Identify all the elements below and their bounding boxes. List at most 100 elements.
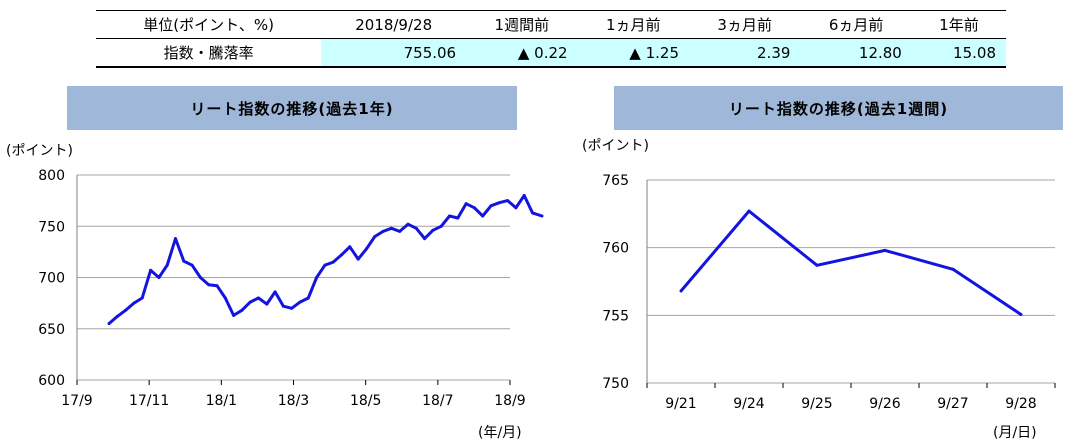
- data-point: [290, 306, 294, 310]
- y-tick-label: 650: [38, 322, 65, 338]
- y-tick-label: 750: [602, 376, 629, 392]
- data-point: [340, 253, 343, 257]
- data-point: [165, 263, 169, 267]
- index-line: [679, 209, 1022, 316]
- data-point: [315, 276, 319, 279]
- data-point: [298, 300, 302, 304]
- data-point: [497, 201, 501, 205]
- one-week-header: 1週間前: [494, 16, 550, 34]
- data-point: [464, 202, 468, 206]
- summary-data-row: 指数・騰落率 755.06 ▲ 0.22 ▲ 1.25 2.39 12.80 1…: [96, 38, 1006, 67]
- row-label: 指数・騰落率: [96, 38, 322, 67]
- data-point: [124, 308, 128, 312]
- data-point: [448, 214, 451, 218]
- x-tick-label: 9/27: [937, 396, 968, 412]
- one-month-header: 1ヵ月前: [605, 16, 661, 34]
- x-tick-label: 18/9: [494, 393, 525, 409]
- data-point: [356, 257, 360, 261]
- data-point: [273, 290, 277, 294]
- data-point: [140, 296, 144, 300]
- data-point: [107, 322, 111, 326]
- data-point: [423, 237, 427, 241]
- data-point: [207, 283, 211, 287]
- x-tick-label: 18/7: [422, 393, 453, 409]
- x-axis-label: (年/月): [478, 425, 522, 441]
- x-tick-label: 9/26: [869, 396, 901, 412]
- data-point: [115, 314, 119, 318]
- summary-table: 単位(ポイント、%) 2018/9/28 1週間前 1ヵ月前 3ヵ月前 6ヵ月前…: [96, 10, 1006, 68]
- data-point: [348, 245, 352, 249]
- y-tick-label: 600: [38, 373, 65, 389]
- y-tick-label: 760: [602, 241, 629, 257]
- data-point: [439, 224, 443, 228]
- data-point: [257, 296, 260, 300]
- three-month-change-cell: 2.39: [688, 38, 801, 67]
- data-point: [398, 229, 402, 233]
- data-point: [149, 268, 153, 272]
- data-point: [747, 209, 751, 213]
- x-tick-label: 17/9: [61, 393, 92, 409]
- data-point: [232, 313, 236, 317]
- one-month-change-cell: ▲ 1.25: [577, 38, 689, 67]
- data-point: [265, 302, 269, 306]
- y-tick-label: 750: [38, 219, 65, 235]
- one-week-change-cell: ▲ 0.22: [466, 38, 578, 67]
- data-point: [215, 284, 219, 288]
- six-month-header: 6ヵ月前: [828, 16, 884, 34]
- data-point: [223, 296, 227, 300]
- summary-header-row: 単位(ポイント、%) 2018/9/28 1週間前 1ヵ月前 3ヵ月前 6ヵ月前…: [96, 10, 1006, 39]
- data-point: [240, 308, 244, 312]
- x-tick-label: 9/28: [1005, 396, 1036, 412]
- one-year-chart-title: リート指数の推移(過去1年): [67, 86, 517, 130]
- data-point: [381, 229, 385, 233]
- data-point: [679, 289, 683, 293]
- x-tick-label: 9/24: [733, 396, 765, 412]
- x-tick-label: 18/3: [278, 393, 309, 409]
- y-axis-label: (ポイント): [582, 138, 649, 154]
- data-point: [815, 263, 819, 267]
- data-point: [198, 276, 202, 279]
- data-point: [190, 263, 194, 267]
- one-week-chart-title: リート指数の推移(過去1週間): [614, 86, 1063, 130]
- data-point: [389, 226, 393, 230]
- y-tick-label: 755: [602, 308, 629, 324]
- data-point: [414, 226, 418, 230]
- y-axis-label: (ポイント): [6, 143, 73, 159]
- data-point: [540, 214, 544, 218]
- data-point: [331, 260, 335, 264]
- y-tick-label: 700: [38, 271, 65, 287]
- data-point: [281, 304, 285, 308]
- six-month-change-cell: 12.80: [800, 38, 912, 67]
- date-header: 2018/9/28: [355, 15, 433, 34]
- data-point: [406, 222, 410, 226]
- data-point: [306, 296, 310, 300]
- data-point: [489, 204, 493, 208]
- unit-header: 単位(ポイント、%): [143, 16, 274, 34]
- index-value-cell: 755.06: [321, 38, 467, 67]
- data-point: [1019, 313, 1023, 316]
- data-point: [522, 194, 526, 197]
- data-point: [182, 259, 186, 263]
- data-point: [531, 211, 534, 215]
- y-tick-label: 765: [602, 173, 629, 189]
- data-point: [514, 206, 518, 210]
- one-year-line-chart: 600 650 700 750 800 17/9 17/11 18/1 18/3 18/5 18/7…: [6, 143, 544, 441]
- data-point: [248, 300, 252, 304]
- x-tick-label: 18/5: [350, 393, 381, 409]
- x-tick-label: 17/11: [129, 393, 169, 409]
- data-point: [323, 263, 327, 267]
- data-point: [481, 214, 485, 218]
- x-axis-label: (月/日): [993, 425, 1037, 441]
- data-point: [373, 235, 377, 238]
- data-point: [174, 237, 177, 241]
- data-point: [951, 267, 955, 271]
- y-tick-label: 800: [38, 168, 65, 184]
- data-point: [132, 301, 136, 305]
- one-year-change-cell: 15.08: [911, 38, 1006, 67]
- data-point: [506, 199, 510, 203]
- x-tick-label: 9/25: [801, 396, 832, 412]
- three-month-header: 3ヵ月前: [717, 16, 772, 34]
- x-tick-label: 18/1: [206, 393, 237, 409]
- data-point: [157, 276, 161, 279]
